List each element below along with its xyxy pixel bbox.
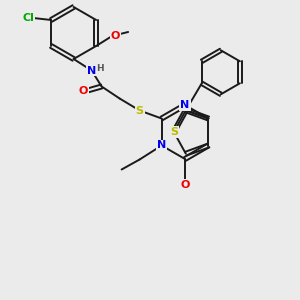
Text: O: O <box>180 180 190 190</box>
Text: O: O <box>79 85 88 95</box>
Text: S: S <box>170 127 178 137</box>
Text: Cl: Cl <box>22 13 34 23</box>
Text: N: N <box>157 140 166 151</box>
Text: N: N <box>87 65 96 76</box>
Text: S: S <box>136 106 144 116</box>
Text: N: N <box>180 100 190 110</box>
Text: H: H <box>96 64 104 73</box>
Text: O: O <box>110 31 120 41</box>
